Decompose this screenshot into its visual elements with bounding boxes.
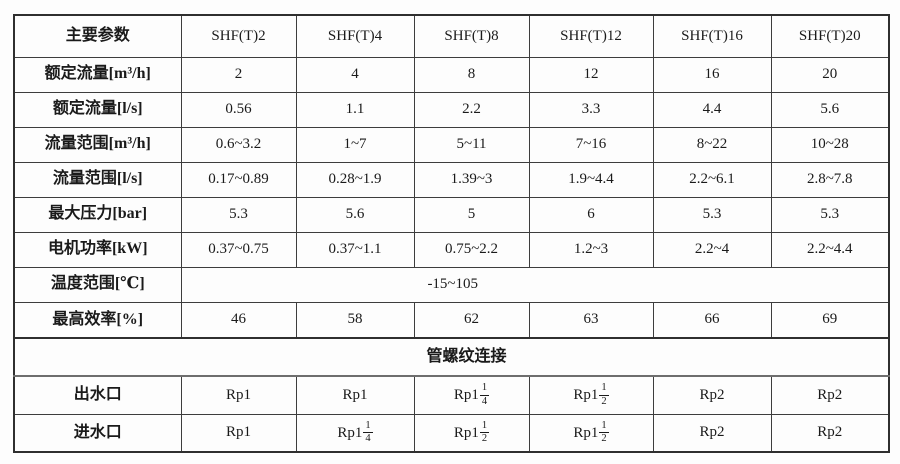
value-cell: 5.3 — [770, 196, 890, 233]
value-cell: 10~28 — [770, 126, 890, 163]
value-cell: 1.39~3 — [413, 161, 530, 198]
value-cell: 4 — [295, 56, 415, 93]
value-cell: 69 — [770, 301, 890, 339]
value-cell: 8~22 — [652, 126, 772, 163]
table-row: 出水口 Rp1 Rp1 Rp1 1 4 Rp1 1 2 Rp2 Rp2 — [13, 375, 890, 415]
table-row: 额定流量[l/s] 0.56 1.1 2.2 3.3 4.4 5.6 — [13, 91, 890, 128]
model-header-cell: SHF(T)12 — [528, 14, 654, 58]
value-cell: 5.3 — [180, 196, 297, 233]
param-label-cell: 流量范围[m³/h] — [13, 126, 182, 163]
value-cell: 0.37~0.75 — [180, 231, 297, 268]
value-cell: 46 — [180, 301, 297, 339]
model-header-cell: SHF(T)20 — [770, 14, 890, 58]
value-cell: 1.1 — [295, 91, 415, 128]
value-cell: 4.4 — [652, 91, 772, 128]
value-cell: 0.28~1.9 — [295, 161, 415, 198]
value-cell: 58 — [295, 301, 415, 339]
value-cell: 5~11 — [413, 126, 530, 163]
value-cell: 63 — [528, 301, 654, 339]
model-header-cell: SHF(T)16 — [652, 14, 772, 58]
value-cell: 0.17~0.89 — [180, 161, 297, 198]
value-cell: 2.2~4 — [652, 231, 772, 268]
value-cell: Rp1 1 2 — [528, 413, 654, 453]
value-cell: 6 — [528, 196, 654, 233]
value-cell: 2 — [180, 56, 297, 93]
param-label-cell: 最大压力[bar] — [13, 196, 182, 233]
value-cell: 0.75~2.2 — [413, 231, 530, 268]
pump-spec-table: 主要参数 SHF(T)2 SHF(T)4 SHF(T)8 SHF(T)12 SHF(T)1… — [13, 14, 890, 453]
value-cell: 1.2~3 — [528, 231, 654, 268]
value-cell: Rp1 1 4 — [413, 375, 530, 415]
value-cell: 5.6 — [295, 196, 415, 233]
value-cell: Rp1 1 4 — [295, 413, 415, 453]
table-row: 流量范围[m³/h] 0.6~3.2 1~7 5~11 7~16 8~22 10~28 — [13, 126, 890, 163]
value-cell: Rp1 — [180, 413, 297, 453]
value-cell: Rp2 — [652, 375, 772, 415]
value-cell: 2.8~7.8 — [770, 161, 890, 198]
value-cell: 2.2 — [413, 91, 530, 128]
value-cell: 12 — [528, 56, 654, 93]
value-cell: Rp1 1 2 — [413, 413, 530, 453]
param-label-cell: 流量范围[l/s] — [13, 161, 182, 198]
value-cell: Rp2 — [652, 413, 772, 453]
param-label-cell: 额定流量[l/s] — [13, 91, 182, 128]
model-header-cell: SHF(T)8 — [413, 14, 530, 58]
value-cell: 2.2~6.1 — [652, 161, 772, 198]
section-band-cell: 管螺纹连接 — [13, 337, 890, 377]
param-label-cell: 最高效率[%] — [13, 301, 182, 339]
table-row: 额定流量[m³/h] 2 4 8 12 16 20 — [13, 56, 890, 93]
merged-value-cell: -15~105 — [180, 266, 890, 303]
value-cell: 62 — [413, 301, 530, 339]
value-cell: 0.37~1.1 — [295, 231, 415, 268]
value-cell: 5.3 — [652, 196, 772, 233]
table-row: 流量范围[l/s] 0.17~0.89 0.28~1.9 1.39~3 1.9~4.4 2… — [13, 161, 890, 198]
value-cell: 1~7 — [295, 126, 415, 163]
param-label-cell: 温度范围[℃] — [13, 266, 182, 303]
table-row: 最高效率[%] 46 58 62 63 66 69 — [13, 301, 890, 339]
value-cell: 66 — [652, 301, 772, 339]
table-row: 电机功率[kW] 0.37~0.75 0.37~1.1 0.75~2.2 1.2~3 2.… — [13, 231, 890, 268]
param-label-cell: 电机功率[kW] — [13, 231, 182, 268]
param-label-cell: 进水口 — [13, 413, 182, 453]
value-cell: Rp1 1 2 — [528, 375, 654, 415]
table-row: 管螺纹连接 — [13, 337, 890, 377]
value-cell: 0.56 — [180, 91, 297, 128]
value-cell: 16 — [652, 56, 772, 93]
model-header-cell: SHF(T)4 — [295, 14, 415, 58]
table-row: 最大压力[bar] 5.3 5.6 5 6 5.3 5.3 — [13, 196, 890, 233]
value-cell: 3.3 — [528, 91, 654, 128]
value-cell: 5.6 — [770, 91, 890, 128]
table-row: 温度范围[℃] -15~105 — [13, 266, 890, 303]
value-cell: 5 — [413, 196, 530, 233]
value-cell: 7~16 — [528, 126, 654, 163]
value-cell: Rp1 — [295, 375, 415, 415]
value-cell: 20 — [770, 56, 890, 93]
param-label-cell: 额定流量[m³/h] — [13, 56, 182, 93]
value-cell: Rp1 — [180, 375, 297, 415]
table-row: 进水口 Rp1 Rp1 1 4 Rp1 1 2 Rp1 1 2 Rp2 Rp2 — [13, 413, 890, 453]
table-header: 主要参数 SHF(T)2 SHF(T)4 SHF(T)8 SHF(T)12 SHF(T)1… — [13, 14, 890, 58]
table-body: 额定流量[m³/h] 2 4 8 12 16 20 额定流量[l/s] 0.56 1.1 2.2 3.… — [13, 56, 890, 453]
value-cell: Rp2 — [770, 375, 890, 415]
value-cell: 0.6~3.2 — [180, 126, 297, 163]
param-label-cell: 出水口 — [13, 375, 182, 415]
model-header-cell: SHF(T)2 — [180, 14, 297, 58]
value-cell: 1.9~4.4 — [528, 161, 654, 198]
value-cell: Rp2 — [770, 413, 890, 453]
value-cell: 2.2~4.4 — [770, 231, 890, 268]
value-cell: 8 — [413, 56, 530, 93]
header-row: 主要参数 SHF(T)2 SHF(T)4 SHF(T)8 SHF(T)12 SHF(T)1… — [13, 14, 890, 58]
corner-header-cell: 主要参数 — [13, 14, 182, 58]
